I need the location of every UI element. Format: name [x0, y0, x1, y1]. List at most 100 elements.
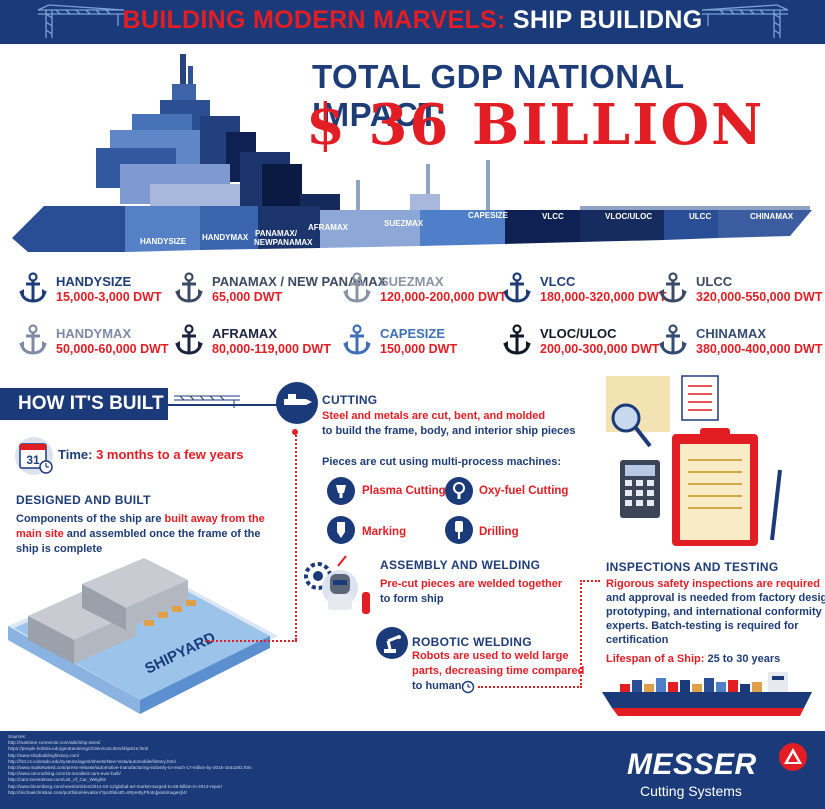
ship-class-item: ULCC 320,000-550,000 DWT	[658, 272, 822, 308]
ship-class-item: SUEZMAX 120,000-200,000 DWT	[342, 272, 506, 308]
hull-label-vloc: VLOC/ULOC	[605, 212, 653, 221]
ship-class-name: AFRAMAX	[212, 326, 277, 341]
hull-label-ulcc: ULCC	[689, 212, 712, 221]
title-red-part: BUILDING MODERN MARVELS:	[122, 6, 506, 34]
cutting-text-red: Steel and metals are cut, bent, and mold…	[322, 410, 546, 422]
hull-label-panamax: PANAMAX/ NEWPANAMAX	[254, 229, 313, 247]
title-white-part: SHIP BUILIDNG	[512, 6, 703, 34]
connector-line	[580, 580, 600, 582]
ship-superstructure	[96, 54, 490, 214]
ship-class-dwt: 380,000-400,000 DWT	[696, 342, 823, 356]
source-link[interactable]: http://michaelchristian.com/portfolio/el…	[8, 789, 187, 795]
source-link[interactable]: https://people.hofstra.edu/geotrans/eng/…	[8, 746, 149, 752]
source-link[interactable]: http://f10.cs.colorado.edu/systems/agent…	[8, 758, 176, 764]
warehouse-2	[82, 558, 188, 630]
oxy-fuel-cutting-icon	[445, 477, 473, 505]
source-link[interactable]: http://www.bloomberg.com/news/articles/2…	[8, 783, 222, 789]
anchor-icon	[659, 324, 687, 355]
lifespan: Lifespan of a Ship: 25 to 30 years	[606, 652, 780, 667]
robotic-text-red-1: Robots are used to weld large	[412, 650, 569, 662]
cargo-ship-illustration	[602, 672, 812, 716]
source-link[interactable]: http://maritime-connector.com/wiki/ship-…	[8, 740, 101, 746]
connector-dot	[292, 429, 298, 435]
plasma-cutting-label: Plasma Cutting	[362, 485, 446, 497]
small-crane-icon	[174, 395, 240, 408]
time-value: 3 months to a few years	[96, 447, 244, 462]
ship-class-name: CHINAMAX	[696, 326, 767, 341]
inspections-text-red: Rigorous safety inspections are required	[606, 578, 820, 590]
page-title: BUILDING MODERN MARVELS: SHIP BUILIDNG	[0, 6, 825, 35]
header-banner: BUILDING MODERN MARVELS: SHIP BUILIDNG	[0, 0, 825, 44]
ship-class-item: AFRAMAX 80,000-119,000 DWT	[174, 324, 334, 360]
connector-line	[295, 432, 297, 640]
gdp-value: $ 36 BILLION	[306, 92, 765, 158]
gdp-label: TOTAL GDP NATIONAL IMPACT:	[312, 58, 685, 133]
ship-class-name: HANDYSIZE	[56, 274, 132, 289]
footer	[0, 731, 825, 809]
anchor-icon	[343, 272, 371, 303]
ship-illustration	[12, 54, 812, 252]
cutting-text: to build the frame, body, and interior s…	[322, 425, 576, 437]
ship-hull	[12, 206, 812, 252]
cutting-title: CUTTING	[322, 393, 378, 407]
sources-title: Sources:	[8, 734, 27, 739]
plasma-cutting-icon	[327, 477, 355, 505]
lifespan-label: Lifespan of a Ship:	[606, 653, 705, 665]
machines-intro: Pieces are cut using multi-process machi…	[322, 456, 562, 468]
cutting-torch-icon	[276, 382, 318, 424]
anchor-icon	[659, 272, 687, 303]
inspection-illustration	[606, 375, 782, 546]
source-link[interactable]: http://cars.lovetoknow.com/List_of_Car_W…	[8, 777, 106, 783]
robotic-text: to humans	[412, 680, 468, 692]
ship-class-dwt: 80,000-119,000 DWT	[212, 342, 331, 356]
build-time: Time: 3 months to a few years	[58, 447, 243, 462]
anchor-icon	[503, 324, 531, 355]
inspections-text-3: experts. Batch-testing is required for	[606, 620, 799, 632]
source-link[interactable]: http://www.cercrushing.com/15-smallest-c…	[8, 771, 121, 777]
connector-line	[205, 640, 297, 642]
hull-label-suezmax: SUEZMAX	[384, 219, 424, 228]
connector-line	[580, 580, 582, 688]
inspections-title: INSPECTIONS AND TESTING	[606, 560, 779, 574]
ship-class-dwt: 15,000-3,000 DWT	[56, 290, 162, 304]
messer-logo-text: MESSER	[627, 748, 757, 781]
ship-class-name: HANDYMAX	[56, 326, 132, 341]
ship-class-item: PANAMAX / NEW PANAMAX 65,000 DWT	[174, 272, 386, 308]
ship-class-item: HANDYSIZE 15,000-3,000 DWT	[18, 272, 178, 308]
inspections-text-4: certification	[606, 634, 669, 646]
designed-text-red: built away from the main site	[16, 513, 265, 540]
calendar-icon: 31	[14, 436, 54, 481]
inspections-text-1: and approval is needed from factory desi…	[606, 592, 825, 604]
anchor-icon	[343, 324, 371, 355]
ship-class-item: HANDYMAX 50,000-60,000 DWT	[18, 324, 178, 360]
ship-class-dwt: 320,000-550,000 DWT	[696, 290, 823, 304]
crane-icon	[37, 4, 125, 38]
designed-text-part1: Components of the ship are	[16, 513, 162, 525]
messer-logo-icon	[779, 743, 807, 771]
messer-tagline: Cutting Systems	[640, 783, 742, 799]
anchor-icon	[19, 272, 47, 303]
lifespan-value: 25 to 30 years	[707, 653, 781, 665]
marking-icon	[327, 516, 355, 544]
source-link[interactable]: http://www.marketwired.com/press-release…	[8, 765, 252, 771]
shipyard-illustration: SHIPYARD	[8, 558, 278, 714]
ship-class-item: VLCC 180,000-320,000 DWT	[502, 272, 666, 308]
ship-class-dwt: 50,000-60,000 DWT	[56, 342, 169, 356]
drilling-icon	[445, 516, 473, 544]
assembly-title: ASSEMBLY AND WELDING	[380, 558, 541, 572]
time-label: Time:	[58, 447, 93, 462]
designed-text: Components of the ship are built away fr…	[16, 512, 286, 557]
ship-class-legend: HANDYSIZE 15,000-3,000 DWT PANAMAX / NEW P…	[18, 272, 822, 360]
ship-class-dwt: 180,000-320,000 DWT	[540, 290, 667, 304]
ship-class-name: VLOC/ULOC	[540, 326, 617, 341]
drilling-label: Drilling	[479, 526, 519, 538]
clock-icon	[461, 680, 475, 694]
source-link[interactable]: http://www.shipbuildinghistory.com/	[8, 752, 80, 758]
anchor-icon	[19, 324, 47, 355]
robot-arm-icon	[376, 627, 408, 659]
ship-class-dwt: 150,000 DWT	[380, 342, 458, 356]
anchor-icon	[175, 324, 203, 355]
ship-class-item: VLOC/ULOC 200,00-300,000 DWT	[502, 324, 662, 360]
designed-text-part2: and assembled once the frame of the ship…	[16, 528, 261, 555]
ship-class-name: ULCC	[696, 274, 733, 289]
